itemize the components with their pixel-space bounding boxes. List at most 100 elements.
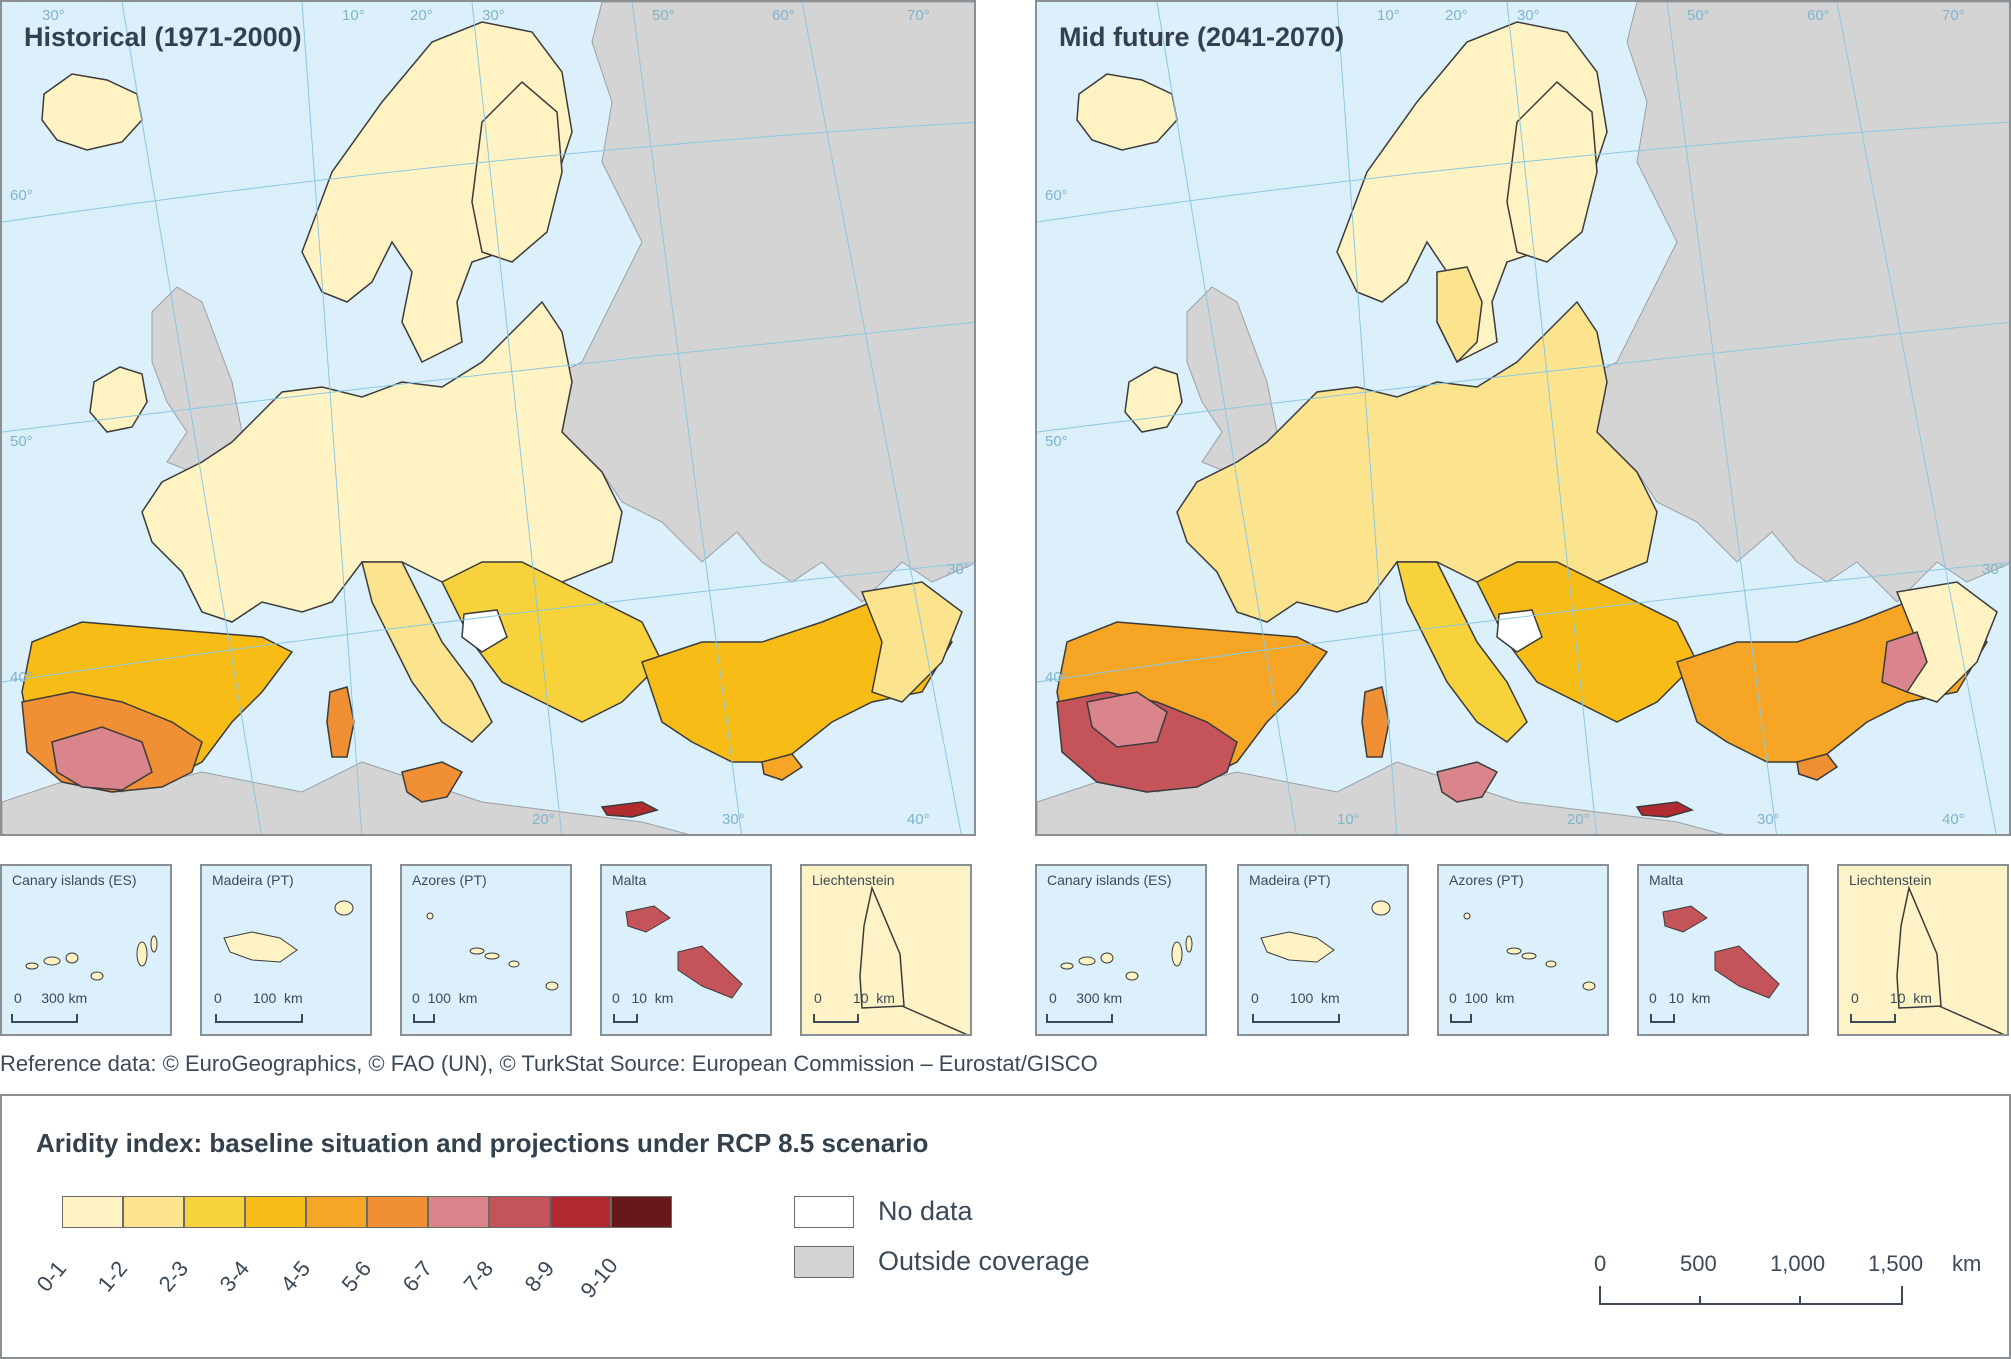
italy bbox=[361, 561, 493, 743]
cyprus bbox=[761, 753, 804, 781]
inset-name: Liechtenstein bbox=[1849, 872, 1932, 888]
lon-label-20e: 20° bbox=[1445, 7, 1468, 24]
class-swatch bbox=[428, 1196, 489, 1228]
ireland bbox=[1124, 366, 1183, 433]
lon-label-30e: 30° bbox=[1517, 7, 1540, 24]
outside-coverage-label: Outside coverage bbox=[878, 1246, 1090, 1276]
class-swatch bbox=[550, 1196, 611, 1228]
ireland bbox=[89, 366, 148, 433]
lon-label-30w: 30° bbox=[42, 7, 65, 24]
inset-madeira: Madeira (PT) 0 100 km bbox=[200, 864, 372, 1036]
inset-scale: 0 10 km bbox=[814, 990, 895, 1006]
inset-madeira-future: Madeira (PT) 0 100 km bbox=[1237, 864, 1409, 1036]
class-swatch bbox=[611, 1196, 672, 1228]
inset-liechtenstein: Liechtenstein 0 10 km bbox=[800, 864, 972, 1036]
iceland bbox=[41, 73, 143, 151]
class-label: 5-6 bbox=[336, 1256, 377, 1297]
map-title: Mid future (2041-2070) bbox=[1059, 22, 1345, 52]
turkey-east bbox=[860, 581, 963, 703]
iceland bbox=[1076, 73, 1178, 151]
class-swatch bbox=[306, 1196, 367, 1228]
class-swatch bbox=[123, 1196, 184, 1228]
scale-label-0: 0 bbox=[1594, 1251, 1607, 1276]
outside-coverage-east bbox=[521, 2, 974, 603]
sardinia bbox=[326, 686, 355, 758]
lon-label-bottom-40: 40° bbox=[1942, 811, 1965, 828]
no-data-swatch bbox=[794, 1196, 854, 1228]
inset-scale: 0 100 km bbox=[412, 990, 478, 1006]
inset-name: Malta bbox=[612, 872, 647, 888]
class-label: 6-7 bbox=[397, 1256, 438, 1297]
lon-label-10e: 10° bbox=[342, 7, 365, 24]
map-historical-canvas: 60° 50° 40° 30° 10° 20° 30° 50° 60° 70° … bbox=[2, 2, 974, 834]
lon-label-50e: 50° bbox=[1687, 7, 1710, 24]
inset-scale: 0 10 km bbox=[1851, 990, 1932, 1006]
lat-label-60: 60° bbox=[10, 187, 33, 204]
sicily bbox=[401, 761, 464, 803]
finland bbox=[471, 80, 563, 263]
scale-label-km: km bbox=[1952, 1251, 1982, 1276]
scale-label-1500: 1,500 bbox=[1868, 1251, 1924, 1276]
inset-scale: 0 100 km bbox=[1449, 990, 1515, 1006]
turkey-central bbox=[1881, 631, 1928, 693]
inset-azores-future: Azores (PT) 0 100 km bbox=[1437, 864, 1609, 1036]
class-label: 3-4 bbox=[214, 1256, 255, 1297]
lon-label-bottom-20: 20° bbox=[532, 811, 555, 828]
lon-label-30e: 30° bbox=[482, 7, 505, 24]
reference-text: Reference data: © EuroGeographics, © FAO… bbox=[0, 1051, 1098, 1076]
inset-scale: 0 300 km bbox=[14, 990, 88, 1006]
class-label: 2-3 bbox=[153, 1256, 194, 1297]
inset-name: Madeira (PT) bbox=[1249, 872, 1331, 888]
sardinia bbox=[1361, 686, 1390, 758]
class-label: 4-5 bbox=[275, 1256, 316, 1297]
inset-name: Malta bbox=[1649, 872, 1684, 888]
lon-label-20e: 20° bbox=[410, 7, 433, 24]
inset-liechtenstein-future: Liechtenstein 0 10 km bbox=[1837, 864, 2009, 1036]
sicily bbox=[1436, 761, 1499, 803]
lon-label-10e: 10° bbox=[1377, 7, 1400, 24]
inset-name: Canary islands (ES) bbox=[12, 872, 137, 888]
map-mid-future: 60° 50° 40° 10° 20° 30° 50° 60° 70° 10° … bbox=[1035, 0, 2011, 836]
inset-name: Azores (PT) bbox=[412, 872, 487, 888]
inset-malta-future: Malta 0 10 km bbox=[1637, 864, 1809, 1036]
lon-label-70e: 70° bbox=[907, 7, 930, 24]
inset-scale: 0 10 km bbox=[1649, 990, 1711, 1006]
class-label: 1-2 bbox=[92, 1256, 133, 1297]
map-title: Historical (1971-2000) bbox=[24, 22, 302, 52]
sweden-south bbox=[1436, 266, 1483, 364]
map-mid-future-canvas: 60° 50° 40° 10° 20° 30° 50° 60° 70° 10° … bbox=[1037, 2, 2009, 834]
lat-label-60: 60° bbox=[1045, 187, 1068, 204]
lat-label-40: 40° bbox=[10, 669, 33, 686]
class-label: 7-8 bbox=[458, 1256, 499, 1297]
lon-label-bottom-40: 40° bbox=[907, 811, 930, 828]
inset-name: Azores (PT) bbox=[1449, 872, 1524, 888]
lon-label-50e: 50° bbox=[652, 7, 675, 24]
inset-name: Liechtenstein bbox=[812, 872, 895, 888]
class-label: 0-1 bbox=[31, 1256, 72, 1297]
andalusia bbox=[51, 726, 153, 791]
inset-canary-islands-future: Canary islands (ES) 0 300 km bbox=[1035, 864, 1207, 1036]
scale-label-500: 500 bbox=[1680, 1251, 1717, 1276]
inset-name: Canary islands (ES) bbox=[1047, 872, 1172, 888]
finland bbox=[1506, 80, 1598, 263]
lat-label-40: 40° bbox=[1045, 669, 1068, 686]
legend: Aridity index: baseline situation and pr… bbox=[0, 1094, 2011, 1359]
inset-scale: 0 100 km bbox=[1251, 990, 1340, 1006]
inset-canary-islands: Canary islands (ES) 0 300 km bbox=[0, 864, 172, 1036]
class-swatch bbox=[245, 1196, 306, 1228]
inset-azores: Azores (PT) 0 100 km bbox=[400, 864, 572, 1036]
iberia-central bbox=[1086, 691, 1168, 748]
class-swatch bbox=[489, 1196, 550, 1228]
right-label-30: 30° bbox=[947, 561, 970, 578]
class-swatch bbox=[62, 1196, 123, 1228]
crete bbox=[600, 801, 660, 818]
lon-label-bottom-10: 10° bbox=[1337, 811, 1360, 828]
graticule bbox=[2, 2, 974, 834]
outside-coverage-swatch bbox=[794, 1246, 854, 1278]
turkey bbox=[641, 601, 953, 763]
legend-title: Aridity index: baseline situation and pr… bbox=[36, 1128, 929, 1158]
no-data-bosnia bbox=[461, 609, 508, 653]
inset-scale: 0 10 km bbox=[612, 990, 674, 1006]
scale-label-1000: 1,000 bbox=[1770, 1251, 1826, 1276]
inset-scale: 0 300 km bbox=[1049, 990, 1123, 1006]
